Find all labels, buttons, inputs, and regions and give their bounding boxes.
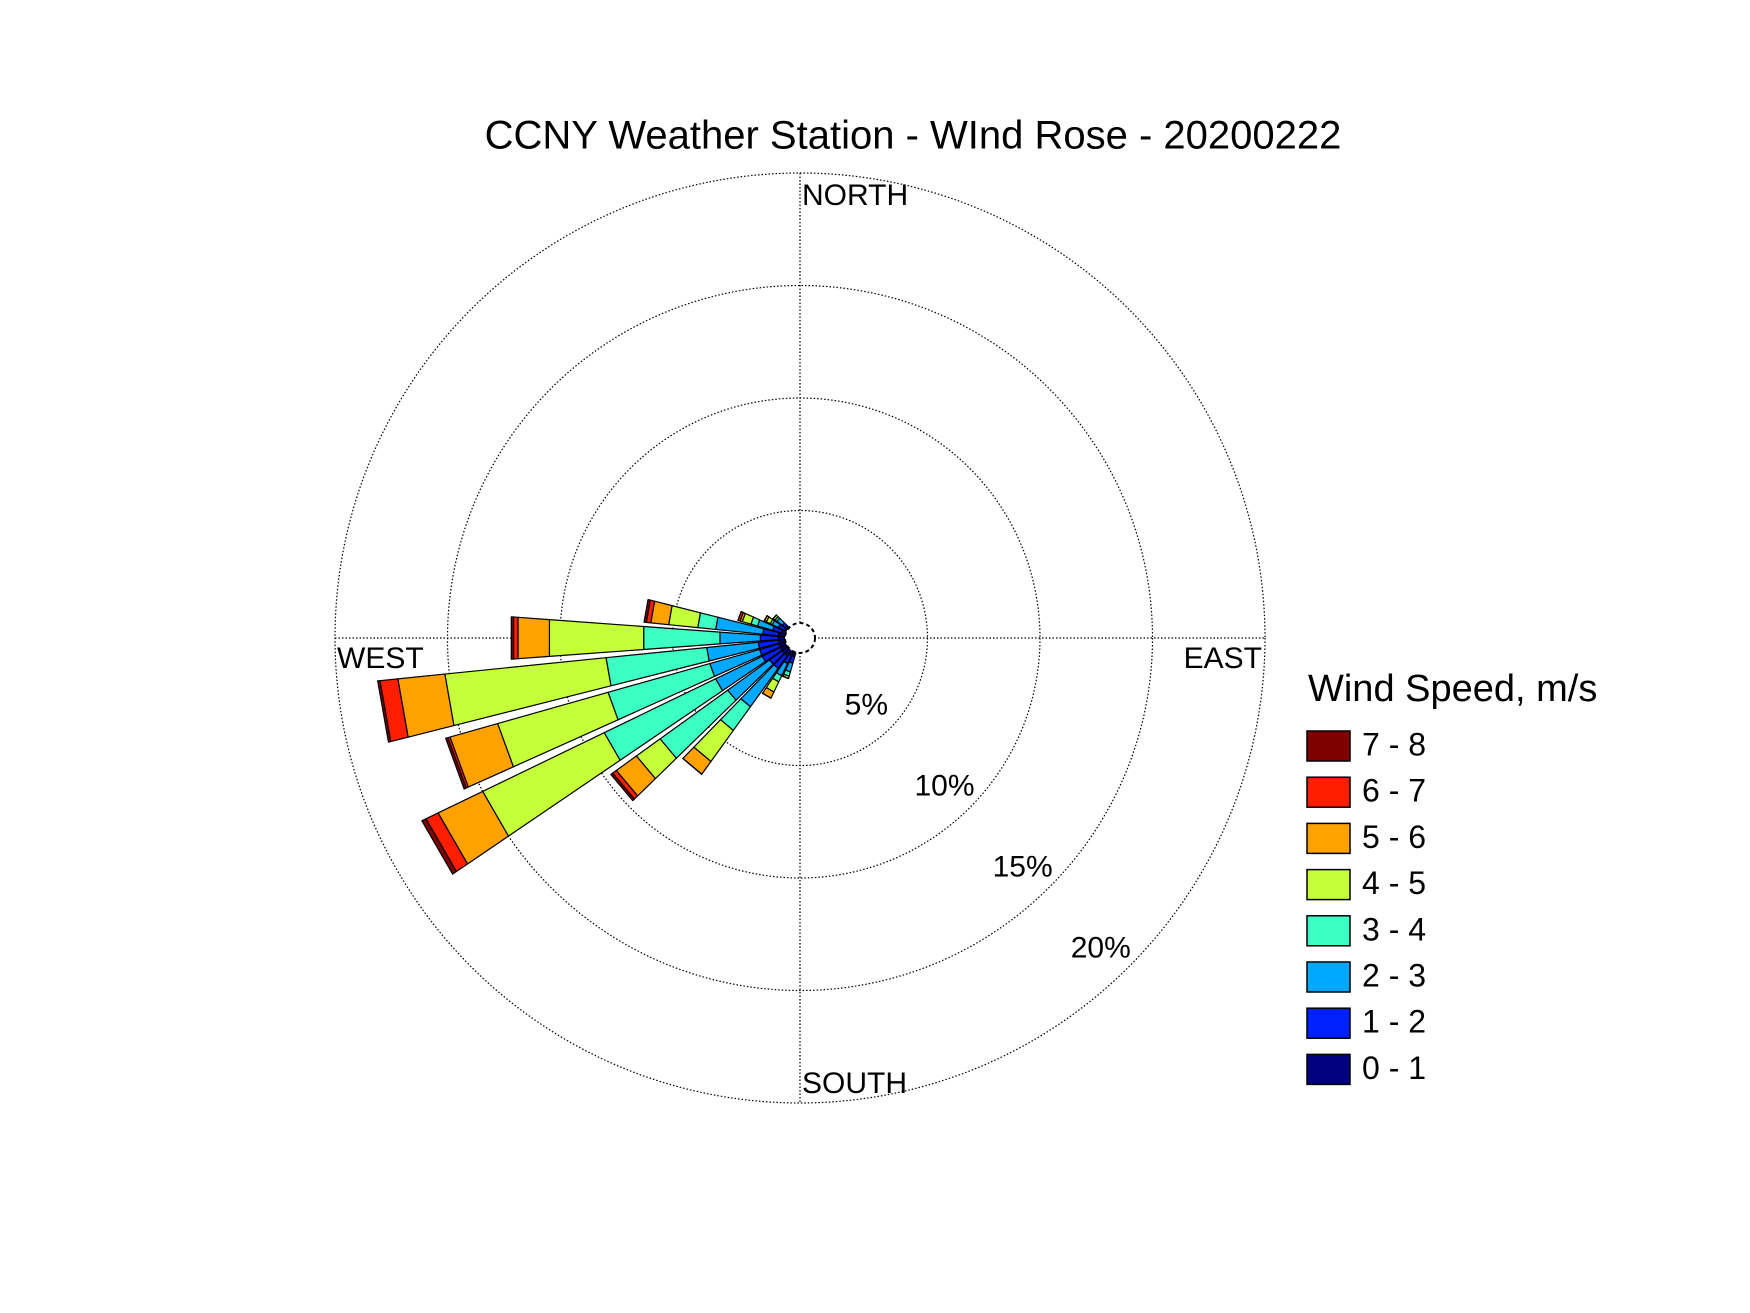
legend-swatch: [1306, 961, 1351, 993]
legend-label: 7 - 8: [1362, 726, 1426, 762]
legend-swatch: [1306, 868, 1351, 901]
direction-label: SOUTH: [802, 1067, 907, 1100]
direction-label: EAST: [1184, 642, 1262, 675]
petal-segment: [610, 772, 635, 802]
r-tick-label: 5%: [845, 689, 888, 722]
legend-swatch: [1306, 730, 1351, 762]
petal-segment: [421, 818, 457, 875]
legend-label: 5 - 6: [1362, 819, 1426, 855]
legend-swatch: [1306, 1053, 1351, 1086]
r-tick-label: 10%: [914, 770, 974, 803]
legend-label: 3 - 4: [1362, 911, 1426, 947]
petal-segment: [682, 757, 703, 775]
direction-label: NORTH: [802, 179, 908, 212]
legend-label: 6 - 7: [1362, 773, 1426, 809]
legend-swatch: [1306, 776, 1351, 808]
petal-segment: [512, 616, 519, 660]
legend-swatch: [1306, 822, 1351, 855]
petal-segment: [517, 616, 551, 660]
petal-segment: [782, 675, 790, 680]
petal-segment: [445, 737, 467, 790]
legend-swatch: [1306, 1007, 1351, 1039]
legend-label: 2 - 3: [1362, 957, 1426, 993]
petal-segment: [643, 598, 651, 623]
petal-segment: [510, 616, 515, 660]
legend-label: 0 - 1: [1362, 1050, 1426, 1086]
petal-segment: [737, 610, 742, 622]
petal-segment: [548, 618, 645, 658]
r-tick-label: 15%: [993, 850, 1053, 883]
petal-segment: [761, 692, 772, 699]
legend-label: 1 - 2: [1362, 1004, 1426, 1040]
legend-title: Wind Speed, m/s: [1308, 668, 1597, 710]
petal-segment: [377, 680, 392, 743]
center-hole: [784, 622, 816, 654]
legend-label: 4 - 5: [1362, 865, 1426, 901]
direction-label: WEST: [337, 642, 424, 675]
petal-segment: [772, 614, 777, 620]
r-tick-label: 20%: [1071, 931, 1131, 964]
legend-swatch: [1306, 915, 1351, 947]
petal-segment: [763, 615, 768, 622]
chart-title: CCNY Weather Station - WInd Rose - 20200…: [485, 114, 1342, 158]
